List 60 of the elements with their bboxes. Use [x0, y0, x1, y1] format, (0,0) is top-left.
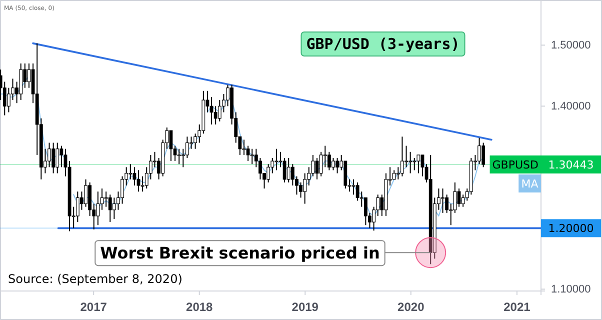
candlestick — [76, 191, 80, 223]
candlestick — [364, 197, 368, 226]
candlestick — [441, 188, 444, 214]
candlestick — [408, 151, 412, 174]
candlestick — [482, 142, 486, 168]
candlestick — [299, 182, 302, 198]
candlestick — [84, 178, 88, 208]
candlestick — [169, 130, 173, 162]
candlestick — [185, 136, 189, 159]
y-tick-label: 1.10000 — [551, 284, 591, 296]
series-label: GBPUSD — [492, 158, 539, 172]
candlestick — [327, 151, 331, 171]
y-tick-label: 1.40000 — [551, 100, 591, 113]
candlestick — [478, 137, 481, 165]
candlestick — [286, 158, 290, 183]
annotation: Source: (September 8, 2020) — [8, 272, 182, 286]
candlestick — [132, 166, 136, 186]
annotation: Worst Brexit scenario priced in — [100, 244, 380, 263]
candlestick — [266, 164, 270, 183]
candlestick — [104, 191, 108, 208]
candlestick — [392, 170, 396, 180]
text: MA — [521, 177, 539, 190]
candlestick — [194, 133, 198, 150]
candlestick — [416, 154, 420, 174]
candlestick — [412, 158, 416, 171]
candlestick — [315, 158, 319, 180]
x-tick-label: 2021 — [504, 300, 531, 314]
candlestick — [96, 191, 100, 226]
candlestick — [420, 154, 424, 177]
x-tick-label: 2019 — [292, 300, 319, 314]
candlestick — [52, 142, 56, 174]
ref-line-label: 1.20000 — [548, 222, 594, 236]
candlestick — [336, 158, 339, 174]
candlestick — [108, 194, 112, 223]
ref-line-label: 1.30443 — [548, 158, 594, 172]
candlestick — [258, 158, 262, 180]
candlestick — [303, 172, 307, 204]
candlestick — [246, 145, 250, 162]
candlestick — [250, 148, 254, 165]
candlestick — [332, 158, 335, 171]
candlestick — [282, 158, 286, 183]
candlestick — [210, 96, 214, 125]
candlestick — [48, 142, 51, 168]
candlestick — [274, 148, 278, 171]
candlestick — [60, 145, 64, 168]
candlestick — [242, 139, 246, 156]
candlestick — [457, 188, 461, 208]
candlestick — [120, 176, 124, 204]
candlestick — [177, 148, 181, 165]
y-tick-label: 1.50000 — [551, 40, 591, 52]
text: GBP/USD (3-years) — [306, 35, 460, 53]
x-tick-label: 2017 — [80, 300, 108, 314]
candlestick — [136, 170, 140, 192]
candlestick — [56, 142, 60, 174]
candlestick — [214, 106, 218, 125]
candlestick — [400, 136, 404, 177]
x-tick-label: 2018 — [186, 300, 214, 314]
candlestick — [352, 178, 356, 196]
x-tick-label: 2020 — [398, 300, 425, 314]
candlestick — [128, 164, 132, 180]
